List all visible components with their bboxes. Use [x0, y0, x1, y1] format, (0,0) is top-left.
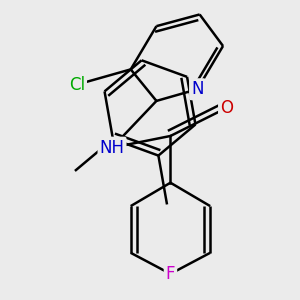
Text: Cl: Cl: [69, 76, 85, 94]
Text: F: F: [166, 265, 175, 283]
Text: O: O: [220, 99, 233, 117]
Text: NH: NH: [100, 139, 124, 157]
Text: N: N: [191, 80, 204, 98]
